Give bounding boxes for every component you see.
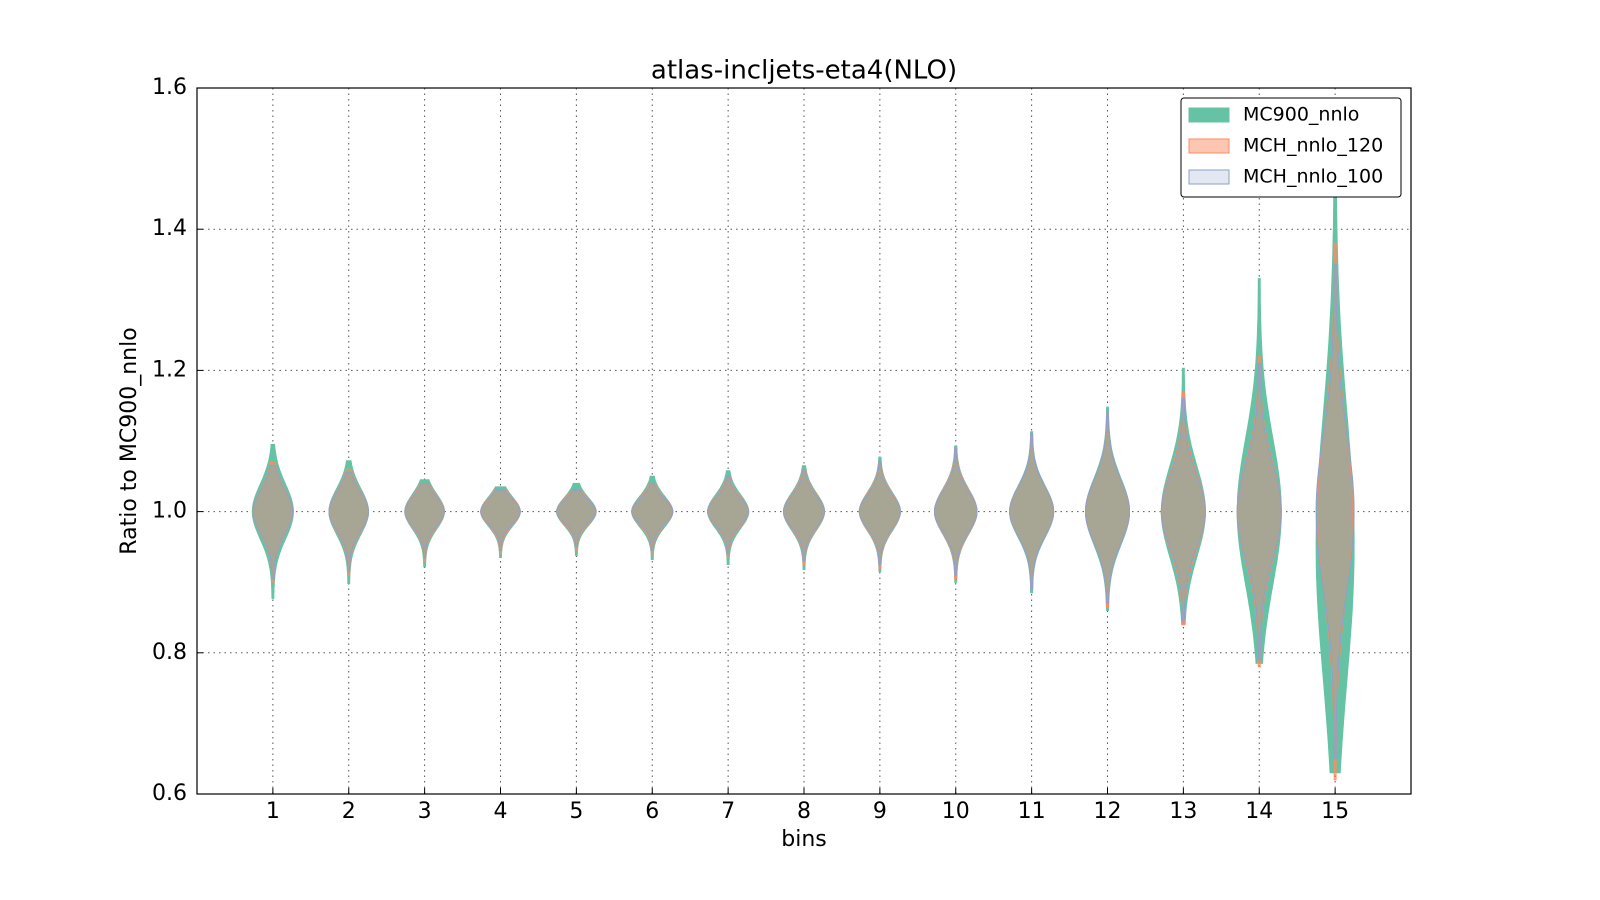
legend: MC900_nnlo MCH_nnlo_120 MCH_nnlo_100 — [1180, 97, 1402, 198]
x-tick-label: 1 — [266, 799, 280, 824]
legend-label: MCH_nnlo_100 — [1243, 166, 1383, 188]
legend-label: MC900_nnlo — [1243, 104, 1359, 126]
y-tick-label: 0.6 — [152, 781, 187, 806]
violin — [480, 489, 521, 555]
x-tick-label: 15 — [1321, 799, 1349, 824]
x-tick-label: 12 — [1094, 799, 1122, 824]
violin — [252, 465, 294, 580]
violin — [1085, 412, 1130, 604]
violin — [556, 489, 597, 548]
violin — [252, 461, 294, 583]
chart-title: atlas-incljets-eta4(NLO) — [651, 56, 957, 86]
x-tick-label: 3 — [418, 799, 432, 824]
x-tick-label: 13 — [1169, 799, 1197, 824]
legend-label: MCH_nnlo_120 — [1243, 135, 1383, 157]
violin — [933, 447, 978, 576]
violins — [251, 122, 1355, 781]
violin — [1009, 433, 1055, 590]
legend-swatch — [1188, 107, 1230, 123]
x-tick-label: 8 — [797, 799, 811, 824]
x-tick-label: 6 — [645, 799, 659, 824]
y-tick-label: 1.2 — [152, 357, 187, 382]
violin — [858, 461, 901, 565]
y-tick-label: 1.4 — [152, 216, 187, 241]
violin — [1315, 264, 1355, 760]
violin — [556, 489, 597, 551]
y-axis-label: Ratio to MC900_nnlo — [117, 327, 142, 554]
x-tick-label: 11 — [1018, 799, 1046, 824]
violin — [783, 468, 825, 562]
x-tick-label: 14 — [1245, 799, 1273, 824]
plot-frame — [196, 87, 1412, 795]
violin — [631, 482, 674, 551]
x-axis-label: bins — [781, 827, 826, 852]
x-tick-label: 7 — [721, 799, 735, 824]
x-tick-label: 4 — [494, 799, 508, 824]
violin — [328, 472, 369, 573]
violin — [631, 482, 674, 555]
violin — [707, 475, 750, 555]
violin — [1236, 355, 1282, 668]
legend-box — [1180, 97, 1402, 198]
violin — [480, 489, 521, 551]
y-tick-label: 0.8 — [152, 640, 187, 665]
violin — [1160, 391, 1206, 626]
y-tick-label: 1.0 — [152, 499, 187, 524]
x-tick-label: 5 — [569, 799, 583, 824]
x-tick-label: 10 — [942, 799, 970, 824]
legend-swatch — [1188, 138, 1230, 154]
legend-swatch — [1188, 169, 1230, 185]
y-tick-label: 1.6 — [152, 75, 187, 100]
violin — [1236, 362, 1282, 661]
violin — [328, 468, 370, 576]
violin — [1160, 398, 1206, 622]
x-tick-label: 9 — [873, 799, 887, 824]
violin — [404, 482, 445, 558]
violin — [404, 482, 445, 562]
x-tick-label: 2 — [342, 799, 356, 824]
